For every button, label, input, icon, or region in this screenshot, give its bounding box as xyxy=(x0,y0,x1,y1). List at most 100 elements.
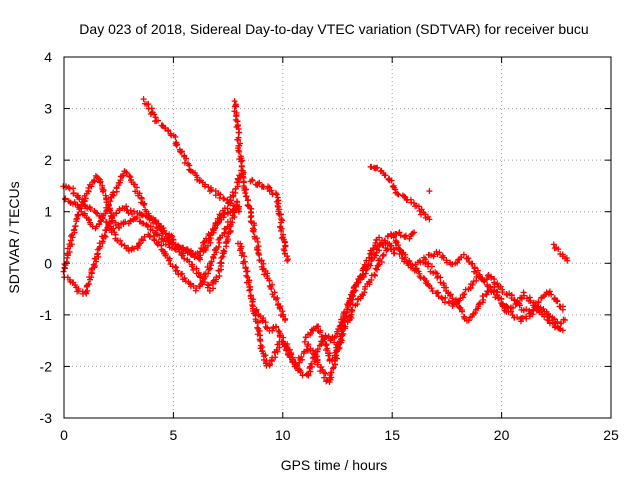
data-point xyxy=(193,285,200,292)
data-point xyxy=(181,159,188,166)
data-point xyxy=(151,111,158,118)
chart-title: Day 023 of 2018, Sidereal Day-to-day VTE… xyxy=(79,21,588,37)
data-point xyxy=(309,363,316,370)
data-point xyxy=(96,221,103,228)
data-point xyxy=(154,241,161,248)
data-point xyxy=(388,177,395,184)
data-point xyxy=(297,369,304,376)
data-point xyxy=(195,255,202,262)
data-point xyxy=(385,176,392,183)
data-point xyxy=(487,284,494,291)
data-point xyxy=(137,240,144,247)
data-point xyxy=(139,212,146,219)
data-point xyxy=(314,346,321,353)
data-point xyxy=(527,297,534,304)
data-point xyxy=(379,252,386,259)
data-point xyxy=(423,277,430,284)
data-point xyxy=(354,301,361,308)
data-point xyxy=(310,350,317,357)
data-point xyxy=(135,192,142,199)
data-point xyxy=(224,205,231,212)
data-point xyxy=(552,323,559,330)
data-point xyxy=(172,133,179,140)
axis-ticks: 0 5 10 15 20 25 -3 -2 -1 0 1 2 3 4 xyxy=(40,49,619,443)
data-point xyxy=(103,204,110,211)
data-point xyxy=(251,235,258,242)
data-point xyxy=(331,352,338,359)
data-point xyxy=(256,179,263,186)
series-pass-15 xyxy=(426,188,571,264)
series-pass-6 xyxy=(231,98,289,324)
data-point xyxy=(380,251,387,258)
data-point xyxy=(244,274,251,281)
data-point xyxy=(231,202,238,209)
data-point xyxy=(90,261,97,268)
data-point xyxy=(151,218,158,225)
data-point xyxy=(181,255,188,262)
data-point xyxy=(152,219,159,226)
data-point xyxy=(213,274,220,281)
data-point xyxy=(156,232,163,239)
data-point xyxy=(255,327,262,334)
data-point xyxy=(158,227,165,234)
data-marks xyxy=(60,96,571,386)
data-point xyxy=(247,286,254,293)
data-point xyxy=(147,215,154,222)
data-point xyxy=(488,273,495,280)
data-point xyxy=(246,287,253,294)
data-point xyxy=(281,343,288,350)
data-point xyxy=(105,201,112,208)
data-point xyxy=(174,267,181,274)
data-point xyxy=(338,328,345,335)
data-point xyxy=(169,241,176,248)
data-point xyxy=(249,177,256,184)
data-point xyxy=(465,317,472,324)
data-point xyxy=(373,266,380,273)
data-point xyxy=(234,175,241,182)
data-point xyxy=(183,155,190,162)
data-point xyxy=(557,320,564,327)
data-point xyxy=(276,211,283,218)
data-point xyxy=(101,232,108,239)
data-point xyxy=(401,193,408,200)
data-point xyxy=(426,188,433,195)
data-point xyxy=(559,327,566,334)
data-point xyxy=(92,172,99,179)
data-point xyxy=(72,223,79,230)
data-point xyxy=(461,291,468,298)
data-point xyxy=(499,289,506,296)
data-point xyxy=(113,185,120,192)
data-point xyxy=(181,275,188,282)
data-point xyxy=(299,372,306,379)
data-point xyxy=(437,279,444,286)
data-point xyxy=(469,281,476,288)
x-tick-label: 25 xyxy=(603,427,619,443)
data-point xyxy=(271,289,278,296)
data-point xyxy=(509,304,516,311)
data-point xyxy=(174,141,181,148)
data-point xyxy=(514,314,521,321)
data-point xyxy=(220,247,227,254)
data-point xyxy=(325,352,332,359)
data-point xyxy=(140,220,147,227)
data-point xyxy=(282,242,289,249)
y-axis-label: SDTVAR / TECUs xyxy=(6,181,22,293)
data-point xyxy=(344,306,351,313)
data-point xyxy=(70,227,77,234)
data-point xyxy=(301,338,308,345)
data-point xyxy=(279,308,286,315)
data-point xyxy=(371,272,378,279)
data-point xyxy=(73,216,80,223)
data-point xyxy=(236,148,243,155)
data-point xyxy=(316,329,323,336)
data-point xyxy=(388,242,395,249)
data-point xyxy=(256,251,263,258)
data-point xyxy=(86,181,93,188)
data-point xyxy=(237,158,244,165)
data-point xyxy=(204,242,211,249)
data-point xyxy=(274,295,281,302)
data-point xyxy=(140,237,147,244)
data-point xyxy=(349,307,356,314)
data-point xyxy=(321,374,328,381)
data-point xyxy=(208,258,215,265)
